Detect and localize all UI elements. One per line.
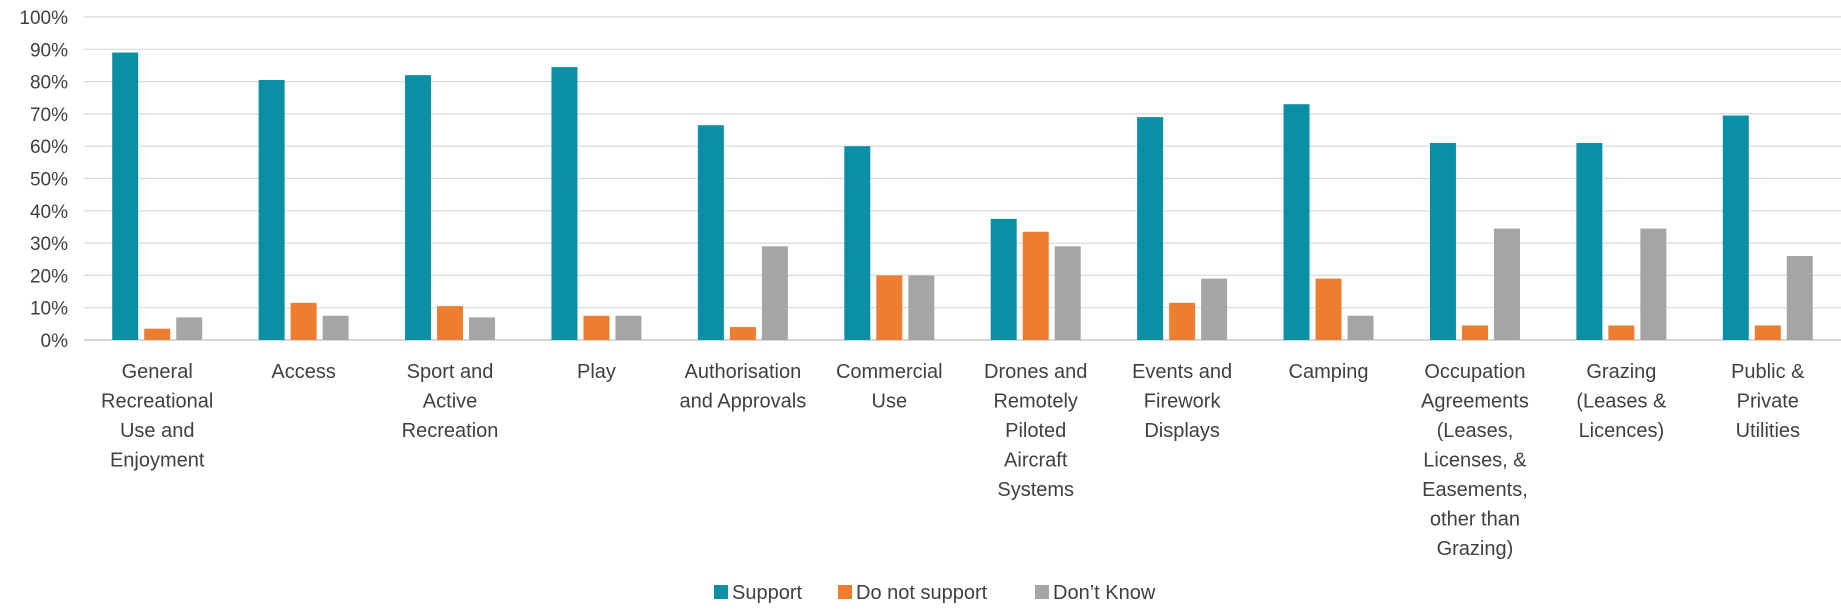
bar: [1201, 278, 1228, 340]
bar: [144, 328, 171, 340]
bar: [1461, 325, 1488, 340]
bar: [583, 315, 610, 340]
y-tick-label: 20%: [30, 266, 68, 287]
y-tick-label: 60%: [30, 137, 68, 158]
bar: [729, 327, 756, 340]
bar: [1137, 117, 1164, 340]
x-category-label: Public & Private Utilities: [1731, 361, 1805, 442]
legend-label: Don’t Know: [1053, 582, 1156, 604]
bar: [908, 275, 935, 340]
x-category-label: General Recreational Use and Enjoyment: [101, 361, 213, 472]
bar: [1315, 278, 1342, 340]
y-tick-label: 50%: [30, 170, 68, 191]
x-category-label: Authorisation and Approvals: [679, 361, 806, 413]
legend-label: Support: [732, 582, 802, 604]
legend: Support Do not support Don’t Know: [714, 582, 1156, 604]
bar: [615, 315, 642, 340]
x-category-label: Camping: [1289, 361, 1369, 383]
bar: [761, 246, 788, 340]
bar: [1169, 302, 1196, 340]
bar: [290, 302, 317, 340]
bar: [469, 317, 496, 340]
bar: [1608, 325, 1635, 340]
bar: [697, 125, 724, 340]
bar: [258, 79, 285, 341]
legend-label: Do not support: [856, 582, 988, 604]
bar: [1022, 231, 1049, 340]
bar: [437, 306, 464, 340]
bar: [1576, 142, 1603, 340]
x-category-label: Access: [271, 361, 335, 383]
x-category-label: Sport and Active Recreation: [402, 361, 499, 442]
bar: [112, 52, 139, 340]
y-axis-tick-labels: 0% 10% 20% 30% 40% 50% 60% 70% 80% 90% 100%: [19, 8, 68, 352]
bar: [1754, 325, 1781, 340]
y-tick-label: 30%: [30, 234, 68, 255]
bars: [112, 52, 1813, 341]
bar: [1640, 228, 1667, 340]
bar: [1054, 246, 1081, 340]
bar: [1493, 228, 1520, 340]
bar: [1786, 256, 1813, 340]
x-category-label: Occupation Agreements (Leases, Licenses, & E…: [1421, 361, 1529, 560]
bar: [322, 315, 349, 340]
y-tick-label: 10%: [30, 299, 68, 320]
x-category-label: Play: [577, 361, 616, 383]
bar: [405, 75, 432, 340]
legend-swatch: [838, 585, 852, 599]
bar: [990, 218, 1017, 340]
bar: [551, 67, 578, 340]
y-tick-label: 40%: [30, 202, 68, 223]
y-tick-label: 70%: [30, 105, 68, 126]
x-category-label: Drones and Remotely Piloted Aircraft Systems: [984, 361, 1087, 501]
y-tick-label: 0%: [41, 331, 69, 352]
x-category-label: Grazing (Leases & Licences): [1576, 361, 1667, 442]
y-tick-label: 80%: [30, 73, 68, 94]
bar: [1722, 115, 1749, 340]
bar: [176, 317, 203, 340]
x-category-label: Commercial Use: [836, 361, 943, 413]
bar: [876, 275, 903, 340]
x-axis-category-labels: General Recreational Use and Enjoyment Acces…: [101, 361, 1805, 560]
legend-swatch: [714, 585, 728, 599]
bar: [1347, 315, 1374, 340]
gridlines: [84, 16, 1841, 341]
y-tick-label: 90%: [30, 40, 68, 61]
y-tick-label: 100%: [19, 8, 68, 29]
bar: [1429, 142, 1456, 340]
legend-swatch: [1035, 585, 1049, 599]
bar: [1283, 104, 1310, 341]
x-category-label: Events and Firework Displays: [1132, 361, 1232, 442]
bar: [844, 146, 871, 340]
